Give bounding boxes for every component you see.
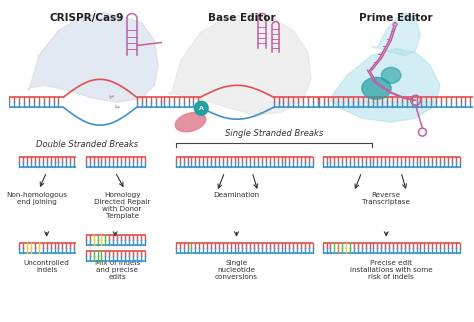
Ellipse shape [362, 77, 391, 99]
Text: Mix of indels
and precise
edits: Mix of indels and precise edits [94, 260, 140, 279]
Text: ✂: ✂ [109, 94, 116, 101]
Text: ✂: ✂ [113, 105, 121, 112]
Text: CRISPR/Cas9: CRISPR/Cas9 [50, 13, 124, 23]
Polygon shape [168, 13, 311, 115]
Text: Deamination: Deamination [213, 192, 260, 198]
Text: Single
nucleotide
conversions: Single nucleotide conversions [215, 260, 258, 279]
Text: Double Stranded Breaks: Double Stranded Breaks [36, 140, 138, 149]
Text: Base Editor: Base Editor [208, 13, 275, 23]
Polygon shape [330, 49, 440, 122]
Text: Homology
Directed Repair
with Donor
Template: Homology Directed Repair with Donor Temp… [94, 192, 150, 219]
Polygon shape [372, 13, 420, 55]
Text: Single Stranded Breaks: Single Stranded Breaks [225, 129, 323, 138]
Ellipse shape [175, 113, 206, 132]
Text: Precise edit
installations with some
risk of indels: Precise edit installations with some ris… [350, 260, 432, 279]
Ellipse shape [381, 67, 401, 83]
Text: Uncontrolled
indels: Uncontrolled indels [24, 260, 70, 272]
Text: Prime Editor: Prime Editor [359, 13, 433, 23]
Text: Non-homologous
end joining: Non-homologous end joining [6, 192, 67, 205]
Circle shape [194, 101, 208, 115]
Text: Reverse
Transcriptase: Reverse Transcriptase [362, 192, 410, 205]
Text: A: A [199, 106, 204, 111]
Polygon shape [27, 13, 158, 102]
